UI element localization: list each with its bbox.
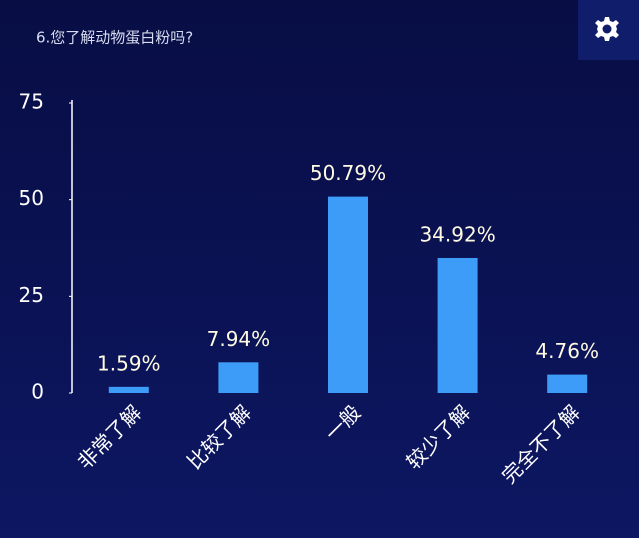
- y-tick-label: 25: [19, 283, 44, 307]
- bar: [328, 196, 368, 393]
- bar: [108, 386, 149, 393]
- value-label: 34.92%: [419, 222, 495, 246]
- value-label: 7.94%: [207, 327, 271, 351]
- chart-title: 6.您了解动物蛋白粉吗?: [36, 29, 193, 47]
- gear-icon[interactable]: [595, 17, 619, 41]
- value-label: 50.79%: [310, 161, 386, 185]
- value-label: 1.59%: [97, 351, 161, 375]
- bar: [218, 362, 259, 393]
- y-tick-label: 0: [31, 380, 44, 404]
- value-label: 4.76%: [535, 339, 599, 363]
- y-tick-label: 50: [19, 186, 44, 210]
- bar: [547, 374, 588, 393]
- y-tick-label: 75: [19, 90, 44, 114]
- bar: [437, 257, 478, 393]
